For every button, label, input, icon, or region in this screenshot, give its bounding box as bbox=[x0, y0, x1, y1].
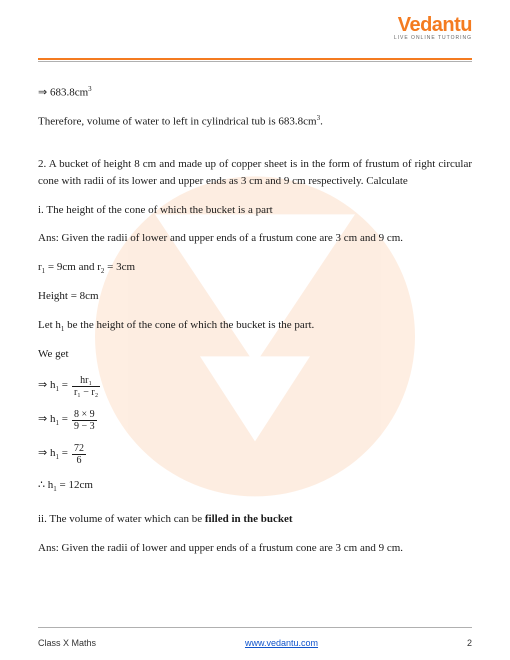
let-statement: Let h1 be the height of the cone of whic… bbox=[38, 317, 472, 335]
question-2-part-ii: ii. The volume of water which can be fil… bbox=[38, 511, 472, 529]
radii-values: r1 = 9cm and r2 = 3cm bbox=[38, 259, 472, 277]
header-rule bbox=[38, 58, 472, 62]
footer-rule bbox=[38, 627, 472, 628]
document-body: ⇒ 683.8cm3 Therefore, volume of water to… bbox=[38, 84, 472, 557]
equation-3: ⇒ h1 = 726 bbox=[38, 443, 472, 466]
footer-left: Class X Maths bbox=[38, 638, 96, 648]
question-2-part-i: i. The height of the cone of which the b… bbox=[38, 202, 472, 220]
conclusion-line: Therefore, volume of water to left in cy… bbox=[38, 113, 472, 131]
question-2: 2. A bucket of height 8 cm and made up o… bbox=[38, 156, 472, 191]
equation-2: ⇒ h1 = 8 × 99 − 3 bbox=[38, 409, 472, 432]
equation-4-result: ∴ h1 = 12cm bbox=[38, 477, 472, 495]
result-line: ⇒ 683.8cm3 bbox=[38, 84, 472, 102]
page-footer: Class X Maths www.vedantu.com 2 bbox=[38, 631, 472, 648]
we-get: We get bbox=[38, 346, 472, 364]
brand-logo: Vedantu LIVE ONLINE TUTORING bbox=[394, 14, 472, 41]
height-value: Height = 8cm bbox=[38, 288, 472, 306]
logo-text: Vedantu bbox=[394, 14, 472, 37]
answer-2ii: Ans: Given the radii of lower and upper … bbox=[38, 540, 472, 558]
page-number: 2 bbox=[467, 638, 472, 648]
logo-tagline: LIVE ONLINE TUTORING bbox=[394, 35, 472, 41]
answer-2i: Ans: Given the radii of lower and upper … bbox=[38, 230, 472, 248]
equation-1: ⇒ h1 = hr₁r₁ − r₂ bbox=[38, 375, 472, 398]
footer-link[interactable]: www.vedantu.com bbox=[245, 638, 318, 648]
